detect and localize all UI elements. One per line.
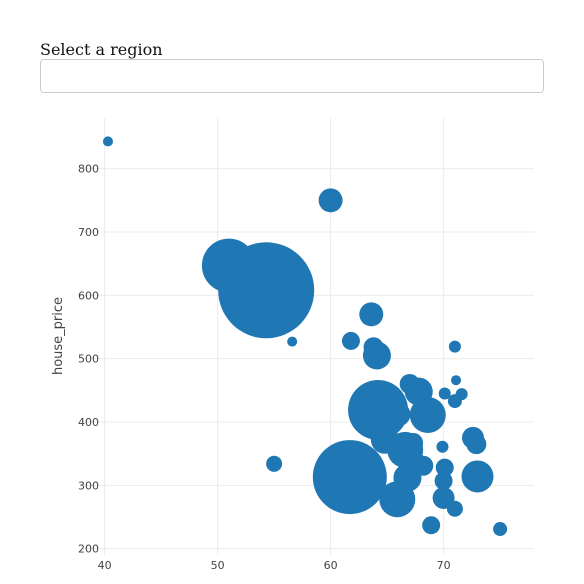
data-point[interactable] — [318, 188, 343, 213]
data-point[interactable] — [446, 500, 463, 517]
data-point[interactable] — [461, 460, 494, 493]
data-point[interactable] — [447, 394, 462, 409]
data-points — [102, 136, 508, 537]
data-point[interactable] — [362, 341, 391, 370]
data-point[interactable] — [466, 434, 487, 455]
data-point[interactable] — [287, 336, 298, 347]
data-point[interactable] — [218, 242, 315, 339]
data-point[interactable] — [409, 397, 446, 434]
data-point[interactable] — [266, 455, 283, 472]
y-tick-label: 400 — [78, 416, 99, 429]
y-tick-label: 300 — [78, 479, 99, 492]
data-point[interactable] — [451, 375, 462, 386]
data-point[interactable] — [407, 450, 424, 467]
data-point[interactable] — [422, 516, 441, 535]
region-dropdown[interactable] — [40, 59, 544, 93]
y-tick-label: 500 — [78, 353, 99, 366]
data-point[interactable] — [436, 440, 449, 453]
data-point[interactable] — [312, 440, 387, 515]
y-tick-label: 200 — [78, 543, 99, 556]
y-axis-ticks: 200 300 400 500 600 700 800 — [78, 163, 99, 556]
data-point[interactable] — [403, 432, 424, 453]
data-point[interactable] — [379, 481, 416, 518]
x-tick-label: 40 — [98, 559, 112, 572]
grid-lines — [82, 118, 534, 555]
region-filter-label: Select a region — [40, 40, 163, 59]
data-point[interactable] — [434, 471, 453, 490]
data-point[interactable] — [386, 402, 411, 427]
data-point[interactable] — [438, 387, 451, 400]
data-point[interactable] — [359, 302, 384, 327]
data-point[interactable] — [448, 340, 461, 353]
data-point[interactable] — [435, 458, 454, 477]
y-axis-title: house_price — [51, 297, 66, 375]
x-tick-label: 50 — [211, 559, 225, 572]
x-tick-label: 70 — [437, 559, 451, 572]
data-point[interactable] — [341, 331, 360, 350]
x-tick-label: 60 — [324, 559, 338, 572]
y-tick-label: 600 — [78, 289, 99, 302]
data-point[interactable] — [102, 136, 113, 147]
y-tick-label: 800 — [78, 163, 99, 176]
y-tick-label: 700 — [78, 226, 99, 239]
data-point[interactable] — [493, 522, 508, 537]
x-axis-ticks: 40 50 60 70 — [98, 559, 451, 572]
